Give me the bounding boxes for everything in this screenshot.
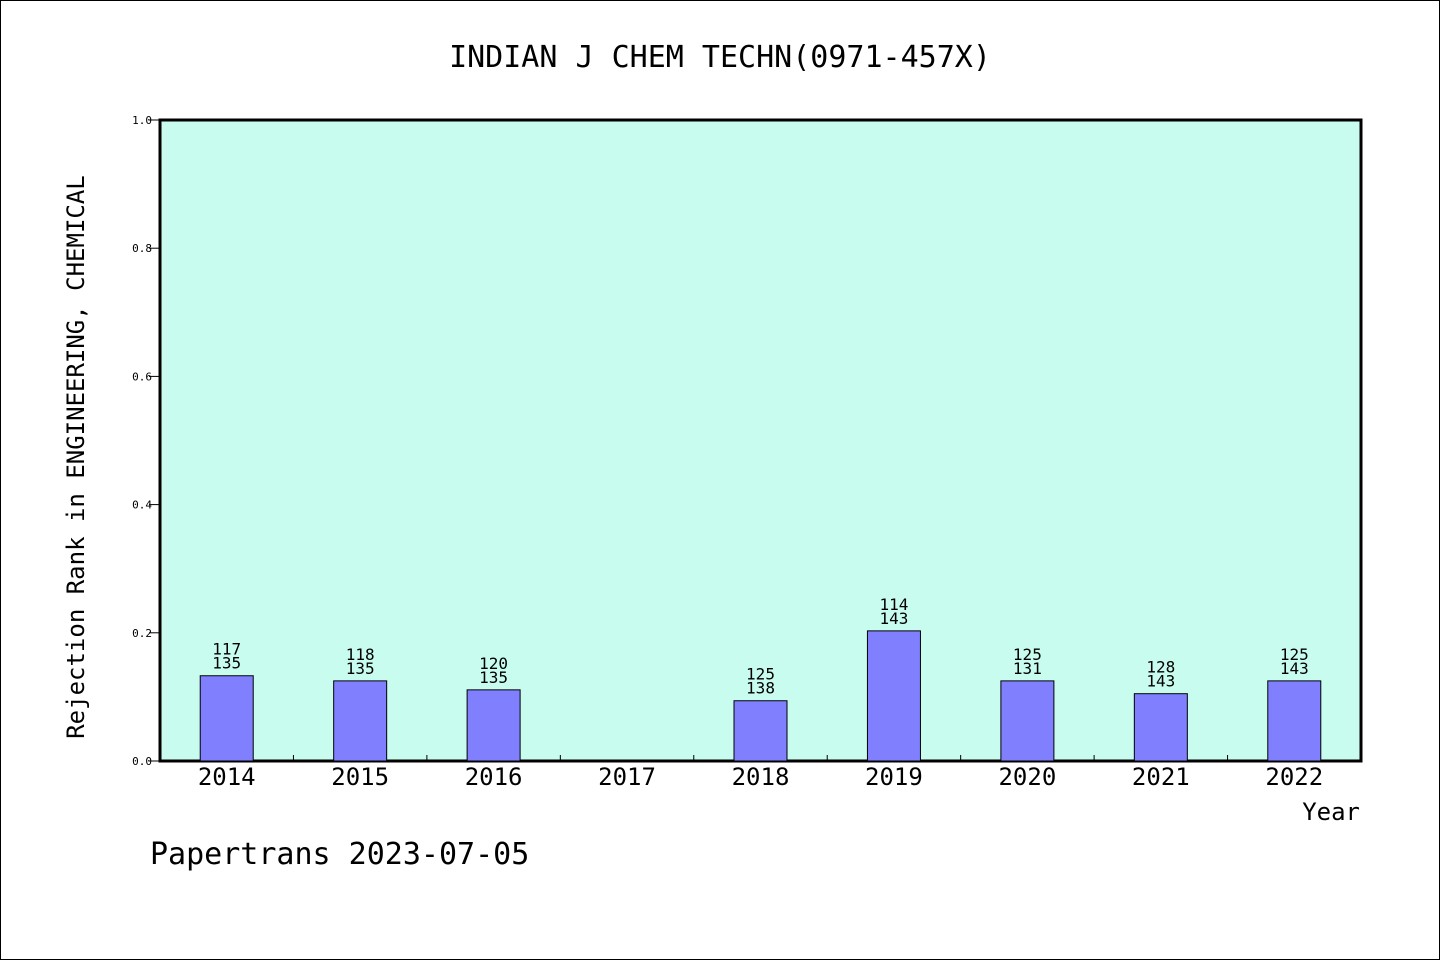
bar — [866, 630, 921, 762]
y-tick-label: 1.0 — [132, 114, 152, 127]
bar-label-top: 125 — [746, 665, 775, 684]
x-tick-label: 2015 — [331, 763, 389, 791]
y-tick-label: 0.6 — [132, 370, 152, 383]
y-axis-label: Rejection Rank in ENGINEERING, CHEMICAL — [62, 175, 90, 739]
x-tick-label: 2019 — [865, 763, 923, 791]
y-tick-label: 0.0 — [132, 755, 152, 768]
bar-label-bottom: 143 — [879, 609, 908, 628]
bar — [466, 689, 521, 762]
bar — [1133, 693, 1188, 762]
x-tick-label: 2020 — [998, 763, 1056, 791]
x-tick-label: 2017 — [598, 763, 656, 791]
y-tick-label: 0.4 — [132, 499, 152, 512]
bar — [199, 675, 254, 762]
x-tick-label: 2021 — [1132, 763, 1190, 791]
bar-label-top: 120 — [479, 654, 508, 673]
x-axis-label: Year — [1302, 798, 1360, 826]
bar — [333, 680, 388, 762]
x-axis: 2014 2015 2016 2017 2018 2019 2020 2021 2022 — [198, 755, 1323, 791]
bar-label-bottom: 138 — [746, 679, 775, 698]
bar-label-bottom: 135 — [479, 668, 508, 687]
bar-label-bottom: 143 — [1146, 672, 1175, 691]
x-tick-label: 2018 — [732, 763, 790, 791]
bar — [1267, 680, 1322, 762]
y-axis: 0.0 0.2 0.4 0.6 0.8 1.0 — [132, 114, 160, 768]
x-tick-label: 2014 — [198, 763, 256, 791]
bar-label-top: 117 — [212, 640, 241, 659]
bars — [199, 630, 1322, 762]
y-tick-label: 0.2 — [132, 627, 152, 640]
x-tick-label: 2016 — [465, 763, 523, 791]
bar — [733, 700, 788, 762]
bar-label-bottom: 143 — [1280, 659, 1309, 678]
bar-label-top: 125 — [1013, 645, 1042, 664]
bar-label-bottom: 135 — [212, 654, 241, 673]
bar-label-top: 118 — [346, 645, 375, 664]
bar-label-bottom: 135 — [346, 659, 375, 678]
x-tick-label: 2022 — [1265, 763, 1323, 791]
plot-area — [158, 118, 1363, 763]
footer-credit: Papertrans 2023-07-05 — [150, 837, 529, 872]
bar-label-top: 128 — [1146, 658, 1175, 677]
y-tick-label: 0.8 — [132, 242, 152, 255]
bar — [1000, 680, 1055, 762]
chart-title: INDIAN J CHEM TECHN(0971-457X) — [449, 40, 991, 75]
bar-label-bottom: 131 — [1013, 659, 1042, 678]
bar-label-top: 125 — [1280, 645, 1309, 664]
bar-label-top: 114 — [879, 595, 908, 614]
